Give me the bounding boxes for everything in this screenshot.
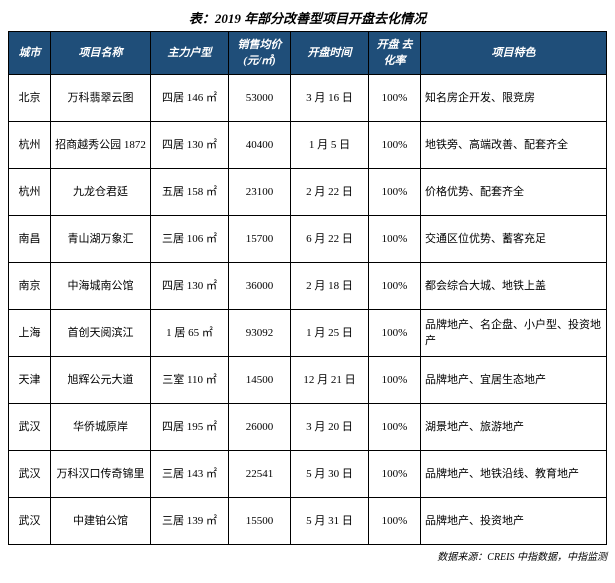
cell-city: 杭州: [9, 169, 51, 216]
cell-date: 1 月 5 日: [291, 122, 369, 169]
cell-rate: 100%: [369, 404, 421, 451]
cell-rate: 100%: [369, 451, 421, 498]
cell-type: 四居 195 ㎡: [151, 404, 229, 451]
cell-date: 2 月 18 日: [291, 263, 369, 310]
cell-type: 四居 130 ㎡: [151, 263, 229, 310]
cell-city: 北京: [9, 75, 51, 122]
cell-name: 招商越秀公园 1872: [51, 122, 151, 169]
cell-feature: 品牌地产、宜居生态地产: [421, 357, 607, 404]
header-rate: 开盘 去化率: [369, 32, 421, 75]
cell-name: 中建铂公馆: [51, 498, 151, 545]
cell-type: 三居 106 ㎡: [151, 216, 229, 263]
cell-feature: 知名房企开发、限竞房: [421, 75, 607, 122]
header-row: 城市 项目名称 主力户型 销售均价 (元/㎡) 开盘时间 开盘 去化率 项目特色: [9, 32, 607, 75]
cell-rate: 100%: [369, 169, 421, 216]
cell-price: 53000: [229, 75, 291, 122]
cell-type: 四居 130 ㎡: [151, 122, 229, 169]
table-row: 武汉中建铂公馆三居 139 ㎡155005 月 31 日100%品牌地产、投资地…: [9, 498, 607, 545]
data-table: 城市 项目名称 主力户型 销售均价 (元/㎡) 开盘时间 开盘 去化率 项目特色…: [8, 31, 607, 545]
cell-type: 1 居 65 ㎡: [151, 310, 229, 357]
cell-city: 上海: [9, 310, 51, 357]
cell-price: 26000: [229, 404, 291, 451]
cell-rate: 100%: [369, 310, 421, 357]
table-row: 武汉华侨城原岸四居 195 ㎡260003 月 20 日100%湖景地产、旅游地…: [9, 404, 607, 451]
header-name: 项目名称: [51, 32, 151, 75]
cell-name: 青山湖万象汇: [51, 216, 151, 263]
cell-name: 万科汉口传奇锦里: [51, 451, 151, 498]
cell-name: 旭辉公元大道: [51, 357, 151, 404]
cell-rate: 100%: [369, 75, 421, 122]
cell-price: 40400: [229, 122, 291, 169]
cell-feature: 地铁旁、高端改善、配套齐全: [421, 122, 607, 169]
table-row: 天津旭辉公元大道三室 110 ㎡1450012 月 21 日100%品牌地产、宜…: [9, 357, 607, 404]
cell-price: 22541: [229, 451, 291, 498]
table-title: 表：2019 年部分改善型项目开盘去化情况: [8, 8, 607, 27]
table-body: 北京万科翡翠云图四居 146 ㎡530003 月 16 日100%知名房企开发、…: [9, 75, 607, 545]
cell-name: 中海城南公馆: [51, 263, 151, 310]
table-container: 表：2019 年部分改善型项目开盘去化情况 城市 项目名称 主力户型 销售均价 …: [8, 8, 607, 563]
header-price: 销售均价 (元/㎡): [229, 32, 291, 75]
cell-price: 15700: [229, 216, 291, 263]
table-row: 南昌青山湖万象汇三居 106 ㎡157006 月 22 日100%交通区位优势、…: [9, 216, 607, 263]
cell-name: 华侨城原岸: [51, 404, 151, 451]
cell-feature: 价格优势、配套齐全: [421, 169, 607, 216]
cell-price: 23100: [229, 169, 291, 216]
cell-feature: 品牌地产、名企盘、小户型、投资地产: [421, 310, 607, 357]
cell-city: 天津: [9, 357, 51, 404]
table-row: 杭州招商越秀公园 1872四居 130 ㎡404001 月 5 日100%地铁旁…: [9, 122, 607, 169]
cell-city: 武汉: [9, 404, 51, 451]
table-row: 南京中海城南公馆四居 130 ㎡360002 月 18 日100%都会综合大城、…: [9, 263, 607, 310]
table-row: 上海首创天阅滨江1 居 65 ㎡930921 月 25 日100%品牌地产、名企…: [9, 310, 607, 357]
cell-name: 首创天阅滨江: [51, 310, 151, 357]
table-row: 北京万科翡翠云图四居 146 ㎡530003 月 16 日100%知名房企开发、…: [9, 75, 607, 122]
cell-price: 14500: [229, 357, 291, 404]
table-row: 武汉万科汉口传奇锦里三居 143 ㎡225415 月 30 日100%品牌地产、…: [9, 451, 607, 498]
cell-date: 1 月 25 日: [291, 310, 369, 357]
cell-date: 3 月 20 日: [291, 404, 369, 451]
cell-feature: 品牌地产、投资地产: [421, 498, 607, 545]
header-feature: 项目特色: [421, 32, 607, 75]
header-type: 主力户型: [151, 32, 229, 75]
cell-price: 93092: [229, 310, 291, 357]
cell-date: 5 月 31 日: [291, 498, 369, 545]
cell-type: 三居 139 ㎡: [151, 498, 229, 545]
cell-date: 6 月 22 日: [291, 216, 369, 263]
cell-date: 5 月 30 日: [291, 451, 369, 498]
cell-feature: 都会综合大城、地铁上盖: [421, 263, 607, 310]
cell-feature: 品牌地产、地铁沿线、教育地产: [421, 451, 607, 498]
cell-rate: 100%: [369, 263, 421, 310]
table-row: 杭州九龙仓君廷五居 158 ㎡231002 月 22 日100%价格优势、配套齐…: [9, 169, 607, 216]
cell-name: 万科翡翠云图: [51, 75, 151, 122]
cell-type: 五居 158 ㎡: [151, 169, 229, 216]
cell-type: 四居 146 ㎡: [151, 75, 229, 122]
cell-rate: 100%: [369, 122, 421, 169]
cell-city: 南昌: [9, 216, 51, 263]
data-source: 数据来源：CREIS 中指数据，中指监测: [8, 548, 607, 563]
cell-price: 15500: [229, 498, 291, 545]
cell-rate: 100%: [369, 357, 421, 404]
cell-feature: 湖景地产、旅游地产: [421, 404, 607, 451]
cell-rate: 100%: [369, 498, 421, 545]
cell-price: 36000: [229, 263, 291, 310]
cell-city: 杭州: [9, 122, 51, 169]
cell-date: 12 月 21 日: [291, 357, 369, 404]
header-date: 开盘时间: [291, 32, 369, 75]
cell-city: 武汉: [9, 498, 51, 545]
cell-type: 三居 143 ㎡: [151, 451, 229, 498]
header-city: 城市: [9, 32, 51, 75]
cell-city: 武汉: [9, 451, 51, 498]
cell-feature: 交通区位优势、蓄客充足: [421, 216, 607, 263]
cell-city: 南京: [9, 263, 51, 310]
cell-type: 三室 110 ㎡: [151, 357, 229, 404]
cell-date: 3 月 16 日: [291, 75, 369, 122]
cell-name: 九龙仓君廷: [51, 169, 151, 216]
cell-rate: 100%: [369, 216, 421, 263]
cell-date: 2 月 22 日: [291, 169, 369, 216]
